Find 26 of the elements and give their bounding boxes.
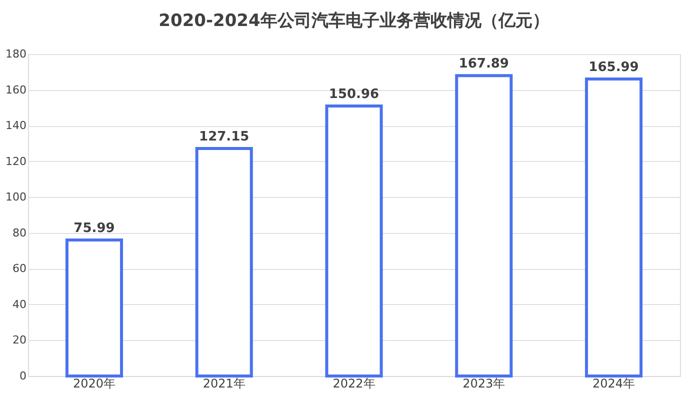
y-tick-label: 40 <box>12 298 26 311</box>
y-tick-label: 100 <box>6 190 26 204</box>
data-label: 150.96 <box>328 86 380 102</box>
bar <box>65 238 124 378</box>
x-tick-label: 2024年 <box>592 376 636 390</box>
data-label: 127.15 <box>199 130 250 145</box>
x-tick-label: 2022年 <box>332 376 376 390</box>
x-tick-label: 2023年 <box>462 376 506 390</box>
y-tick-label: 160 <box>6 83 26 96</box>
y-tick-label: 140 <box>6 119 26 132</box>
chart-title: 2020-2024年公司汽车电子业务营收情况（亿元） <box>158 11 550 31</box>
y-tick-label: 0 <box>20 370 26 382</box>
data-label: 167.89 <box>458 56 509 72</box>
y-tick-label: 60 <box>12 262 26 276</box>
x-tick-label: 2020年 <box>72 376 116 390</box>
y-tick-label: 80 <box>12 226 26 240</box>
y-tick-label: 120 <box>6 154 26 168</box>
x-tick-label: 2021年 <box>202 376 246 390</box>
bar <box>455 74 513 378</box>
data-label: 165.99 <box>588 60 639 76</box>
bar <box>325 104 383 378</box>
y-tick-label: 20 <box>12 334 26 347</box>
bar <box>584 78 643 378</box>
y-tick-label: 180 <box>6 48 26 60</box>
data-label: 75.99 <box>74 221 115 236</box>
bar <box>195 147 253 378</box>
